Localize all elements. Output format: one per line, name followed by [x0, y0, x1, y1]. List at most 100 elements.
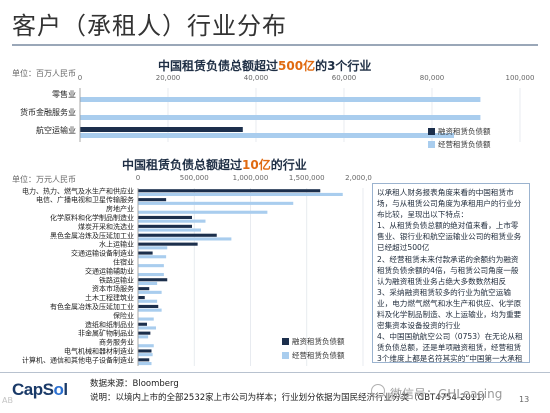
category-label: 住宿业 — [113, 258, 134, 267]
category-label: 零售业 — [52, 89, 76, 99]
legend-label: 经营租赁负债额 — [292, 350, 345, 360]
category-label: 电气机械和器材制造业 — [64, 347, 134, 356]
category-label: 土木工程建筑业 — [85, 293, 134, 302]
x-tick-label: 1,500,000 — [289, 174, 325, 182]
finance-lease-bar — [138, 233, 217, 237]
operating-lease-bar — [138, 362, 152, 366]
category-label: 电力、热力、燃气及水生产和供应业 — [22, 186, 134, 195]
operating-lease-bar — [80, 133, 454, 138]
category-label: 保险业 — [113, 311, 134, 320]
operating-lease-bar — [138, 335, 149, 339]
finance-lease-bar — [138, 304, 159, 308]
finance-lease-bar — [138, 349, 152, 353]
category-label: 交通运输辅助业 — [85, 266, 134, 275]
notes-point-3: 3、采纳融资租赁较多的行业为航空运输业，电力燃气燃气和水生产和供应、化学原料及化… — [377, 287, 522, 331]
legend-swatch-operating — [428, 141, 435, 148]
category-label: 有色金属冶炼及压延加工业 — [50, 302, 134, 311]
finance-lease-bar — [138, 358, 150, 362]
operating-lease-bar — [138, 264, 164, 268]
finance-lease-bar — [138, 224, 192, 228]
chart2-unit-label: 单位：万元人民币 — [12, 175, 76, 184]
chart2-svg: 0 500,000 1,000,000 1,500,000 2,000,000 电力、热力… — [22, 174, 372, 366]
chart1-svg: 0 20,000 40,000 60,000 80,000 100,000 零售业货币金融服… — [20, 74, 535, 149]
category-label: 房地产业 — [106, 204, 134, 213]
x-tick-label: 500,000 — [180, 174, 209, 182]
page-number: 13 — [519, 395, 530, 404]
finance-lease-bar — [138, 242, 198, 246]
legend-swatch-finance — [282, 338, 289, 345]
operating-lease-bar — [138, 255, 167, 259]
category-label: 水上运输业 — [99, 240, 134, 249]
category-label: 资本市场服务 — [92, 284, 134, 293]
sample-note: 说明：以境内上市的全部2532家上市公司为样本；行业划分依据为国民经济行业分类（… — [90, 393, 491, 403]
category-label: 货币金融服务业 — [20, 107, 76, 117]
operating-lease-bar — [138, 219, 206, 223]
category-label: 电信、广播电视和卫星传输服务 — [36, 195, 134, 204]
finance-lease-bar — [138, 287, 150, 291]
footer-divider — [0, 372, 550, 373]
operating-lease-bar — [138, 237, 232, 241]
operating-lease-bar — [138, 299, 158, 303]
category-label: 铁路运输业 — [99, 275, 134, 284]
operating-lease-bar — [80, 97, 481, 102]
notes-point-2: 2、经营租赁未来付款承诺的余额约为融资租赁负债余额的4倍，与租赁公司角度一般认为… — [377, 254, 519, 286]
operating-lease-bar — [138, 228, 201, 232]
legend-label: 融资租赁负债额 — [438, 126, 491, 136]
category-label: 煤炭开采和洗选业 — [78, 222, 134, 231]
x-tick-label: 0 — [78, 74, 82, 82]
operating-lease-bar — [138, 281, 158, 285]
operating-lease-bar — [138, 317, 154, 321]
title-divider — [12, 44, 538, 46]
operating-lease-bar — [138, 273, 164, 277]
finance-lease-bar — [138, 189, 321, 193]
category-label: 造纸和纸制品业 — [85, 320, 134, 329]
category-label: 黑色金属冶炼及压延加工业 — [50, 231, 134, 240]
operating-lease-bar — [138, 344, 154, 348]
category-label: 非金属矿物制品业 — [78, 329, 134, 338]
corner-watermark: AB — [2, 396, 13, 405]
operating-lease-bar — [138, 210, 268, 214]
page-title: 客户（承租人）行业分布 — [12, 12, 287, 40]
category-label: 商务服务业 — [99, 338, 134, 347]
x-tick-label: 2,000,000 — [345, 174, 372, 182]
operating-lease-bar — [138, 353, 153, 357]
category-label: 计算机、通信和其他电子设备制造业 — [22, 355, 134, 364]
legend-swatch-finance — [428, 128, 435, 135]
notes-box: 以承租人财务报表角度来看的中国租赁市场，与从租赁公司角度为承租用户的行业分布比较… — [372, 183, 530, 363]
data-source: 数据来源：Bloomberg — [90, 379, 179, 389]
operating-lease-bar — [138, 246, 168, 250]
finance-lease-bar — [138, 198, 167, 202]
finance-lease-bar — [80, 127, 243, 132]
finance-lease-bar — [138, 215, 192, 219]
finance-lease-bar — [138, 278, 168, 282]
notes-point-1: 1、从租赁负债总额的绝对值来看，上市零售业、银行业和航空运输业公司的租赁业务已经… — [377, 221, 522, 253]
notes-intro: 以承租人财务报表角度来看的中国租赁市场，与从租赁公司角度为承租用户的行业分布比较… — [377, 188, 522, 220]
notes-point-4: 4、中国国航航空公司（0753）在无论从租赁负债总额，还是单项融资租赁，经营租赁… — [377, 332, 523, 363]
category-label: 化学原料和化学制品制造业 — [50, 213, 134, 222]
x-tick-label: 20,000 — [156, 74, 181, 82]
chart2-title: 中国租赁负债总额超过10亿的行业 — [122, 158, 307, 172]
operating-lease-bar — [138, 308, 162, 312]
chart1-title: 中国租赁负债总额超过500亿的3个行业 — [158, 59, 372, 73]
legend-label: 融资租赁负债额 — [292, 336, 345, 346]
operating-lease-bar — [138, 290, 162, 294]
operating-lease-bar — [138, 201, 294, 205]
x-tick-label: 0 — [136, 174, 140, 182]
finance-lease-bar — [138, 331, 151, 335]
x-tick-label: 80,000 — [420, 74, 445, 82]
x-tick-label: 100,000 — [506, 74, 535, 82]
x-tick-label: 40,000 — [244, 74, 269, 82]
finance-lease-bar — [138, 296, 145, 300]
finance-lease-bar — [138, 251, 153, 255]
operating-lease-bar — [138, 326, 156, 330]
legend-label: 经营租赁负债额 — [438, 139, 491, 149]
chart1-unit-label: 单位：百万人民币 — [12, 69, 76, 78]
wechat-icon — [371, 384, 385, 398]
legend-swatch-operating — [282, 352, 289, 359]
operating-lease-bar — [138, 192, 343, 196]
operating-lease-bar — [80, 115, 481, 120]
wechat-watermark: 微信号：GHLeasing — [390, 387, 503, 401]
x-tick-label: 1,000,000 — [233, 174, 269, 182]
category-label: 航空运输业 — [36, 125, 76, 135]
capsol-logo: CapSol — [12, 380, 68, 399]
